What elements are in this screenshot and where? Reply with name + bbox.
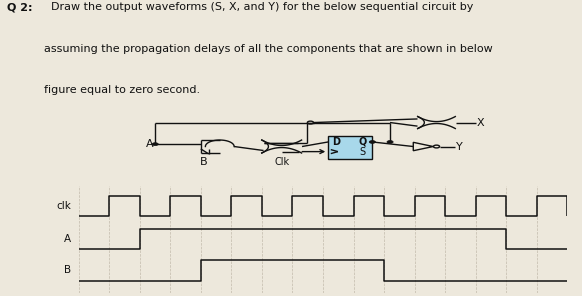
Text: clk: clk [56,201,71,211]
Text: A: A [146,139,154,149]
Text: Q: Q [359,137,367,147]
Text: Q 2:: Q 2: [7,2,33,12]
Text: A: A [64,234,71,244]
Text: X: X [477,118,485,128]
Circle shape [434,145,439,148]
Circle shape [152,143,158,146]
Text: Draw the output waveforms (S, X, and Y) for the below sequential circuit by: Draw the output waveforms (S, X, and Y) … [44,2,473,12]
Text: B: B [200,157,208,167]
Text: assuming the propagation delays of all the components that are shown in below: assuming the propagation delays of all t… [44,44,492,54]
Text: S: S [360,147,365,157]
Text: figure equal to zero second.: figure equal to zero second. [44,86,200,95]
Circle shape [387,141,393,143]
Text: D: D [332,137,340,147]
Text: Y: Y [456,141,463,152]
FancyBboxPatch shape [328,136,372,159]
Circle shape [369,141,375,143]
Text: Clk: Clk [274,157,289,167]
Circle shape [307,121,314,124]
Text: B: B [64,265,71,275]
